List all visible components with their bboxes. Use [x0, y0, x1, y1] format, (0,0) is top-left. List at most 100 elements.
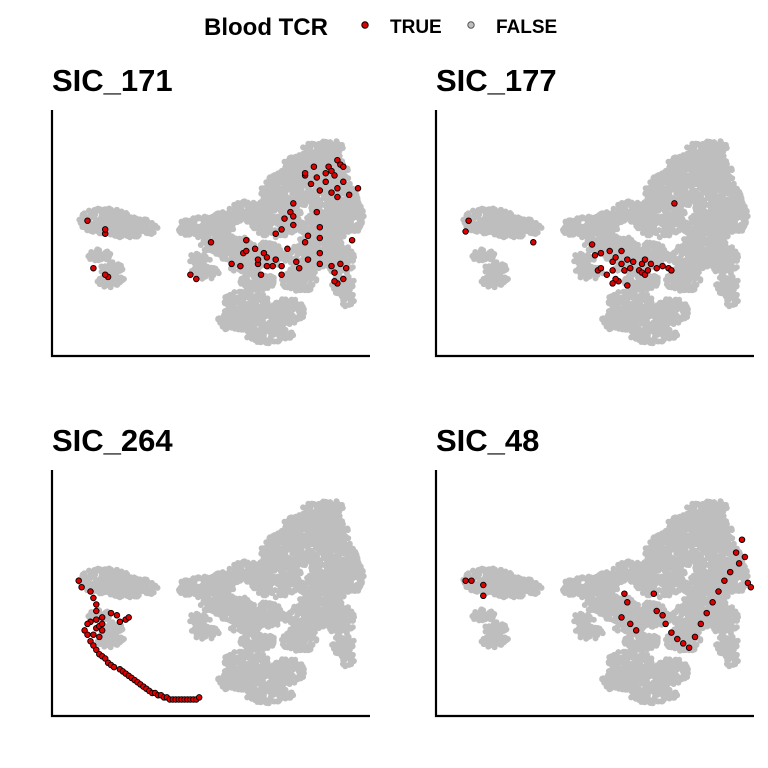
point-true — [345, 191, 353, 199]
point-false — [300, 144, 307, 151]
point-false — [345, 185, 351, 192]
point-false — [325, 233, 332, 240]
point-false — [177, 224, 184, 231]
point-false — [271, 338, 277, 345]
panel-sic-171: SIC_171 — [50, 63, 370, 358]
point-false — [332, 212, 338, 219]
point-false — [100, 219, 107, 226]
point-false — [81, 210, 88, 217]
point-false — [246, 257, 252, 264]
point-false — [318, 216, 325, 223]
point-false — [136, 216, 143, 223]
point-true — [272, 230, 279, 237]
point-false — [308, 226, 314, 233]
point-false — [486, 266, 493, 273]
point-false — [262, 186, 269, 193]
point-false — [245, 207, 252, 214]
point-false — [282, 284, 289, 290]
point-false — [275, 219, 282, 226]
point-false — [250, 199, 257, 206]
point-false — [475, 207, 482, 213]
point-false — [256, 315, 263, 321]
point-false — [327, 144, 334, 151]
point-false — [286, 316, 293, 322]
point-false — [333, 250, 340, 257]
point-false — [355, 204, 362, 211]
point-false — [356, 217, 363, 224]
point-false — [331, 148, 338, 155]
point-false — [229, 220, 236, 227]
point-false — [286, 279, 293, 286]
point-true — [101, 271, 109, 278]
point-true — [254, 256, 262, 263]
point-false — [154, 224, 161, 231]
point-false — [328, 246, 335, 253]
point-false — [251, 225, 257, 232]
point-false — [335, 230, 342, 237]
point-false — [110, 228, 117, 235]
point-false — [353, 224, 360, 230]
point-true — [328, 262, 335, 270]
point-false — [113, 218, 120, 225]
point-false — [263, 326, 270, 333]
legend: Blood TCR TRUE FALSE — [204, 14, 557, 41]
point-false — [503, 266, 510, 273]
point-false — [579, 229, 586, 235]
point-false — [515, 227, 521, 234]
point-false — [268, 179, 275, 186]
point-false — [179, 219, 186, 226]
point-false — [144, 218, 151, 225]
point-false — [498, 206, 504, 213]
legend-true-label: TRUE — [390, 17, 442, 38]
point-false — [99, 254, 106, 260]
point-false — [269, 324, 276, 331]
point-true — [278, 262, 285, 270]
point-true — [290, 213, 297, 220]
point-false — [518, 233, 525, 240]
point-false — [206, 256, 213, 263]
point-false — [281, 331, 288, 338]
point-false — [207, 264, 214, 271]
point-true — [187, 271, 194, 278]
point-true — [290, 221, 297, 229]
point-true — [84, 217, 91, 224]
point-false — [96, 206, 103, 213]
point-false — [330, 179, 337, 186]
point-true — [304, 256, 312, 263]
point-false — [465, 210, 472, 217]
point-true — [272, 256, 279, 263]
point-false — [188, 223, 195, 230]
point-false — [119, 266, 126, 273]
point-false — [273, 299, 280, 306]
point-false — [342, 295, 349, 302]
legend-false-label: FALSE — [496, 17, 557, 38]
point-true — [278, 226, 285, 233]
point-false — [228, 312, 235, 319]
legend-true-marker — [361, 21, 369, 29]
point-false — [117, 278, 124, 285]
point-false — [109, 221, 116, 228]
point-false — [279, 206, 286, 213]
point-false — [276, 315, 283, 321]
point-false — [584, 217, 591, 224]
point-true — [301, 169, 309, 177]
point-true — [354, 185, 362, 192]
point-true — [337, 260, 344, 268]
point-false — [264, 281, 270, 288]
point-false — [349, 203, 356, 210]
point-true — [316, 249, 324, 257]
panel-title: SIC_177 — [436, 63, 557, 98]
point-false — [538, 224, 545, 231]
point-true — [207, 239, 215, 246]
point-false — [86, 207, 92, 214]
point-false — [99, 211, 105, 218]
point-false — [572, 223, 579, 230]
point-false — [200, 217, 207, 224]
point-false — [242, 217, 249, 223]
point-false — [274, 182, 281, 188]
point-false — [84, 227, 91, 234]
point-false — [229, 322, 236, 329]
point-false — [195, 253, 202, 260]
point-false — [285, 270, 292, 277]
point-false — [114, 206, 120, 213]
